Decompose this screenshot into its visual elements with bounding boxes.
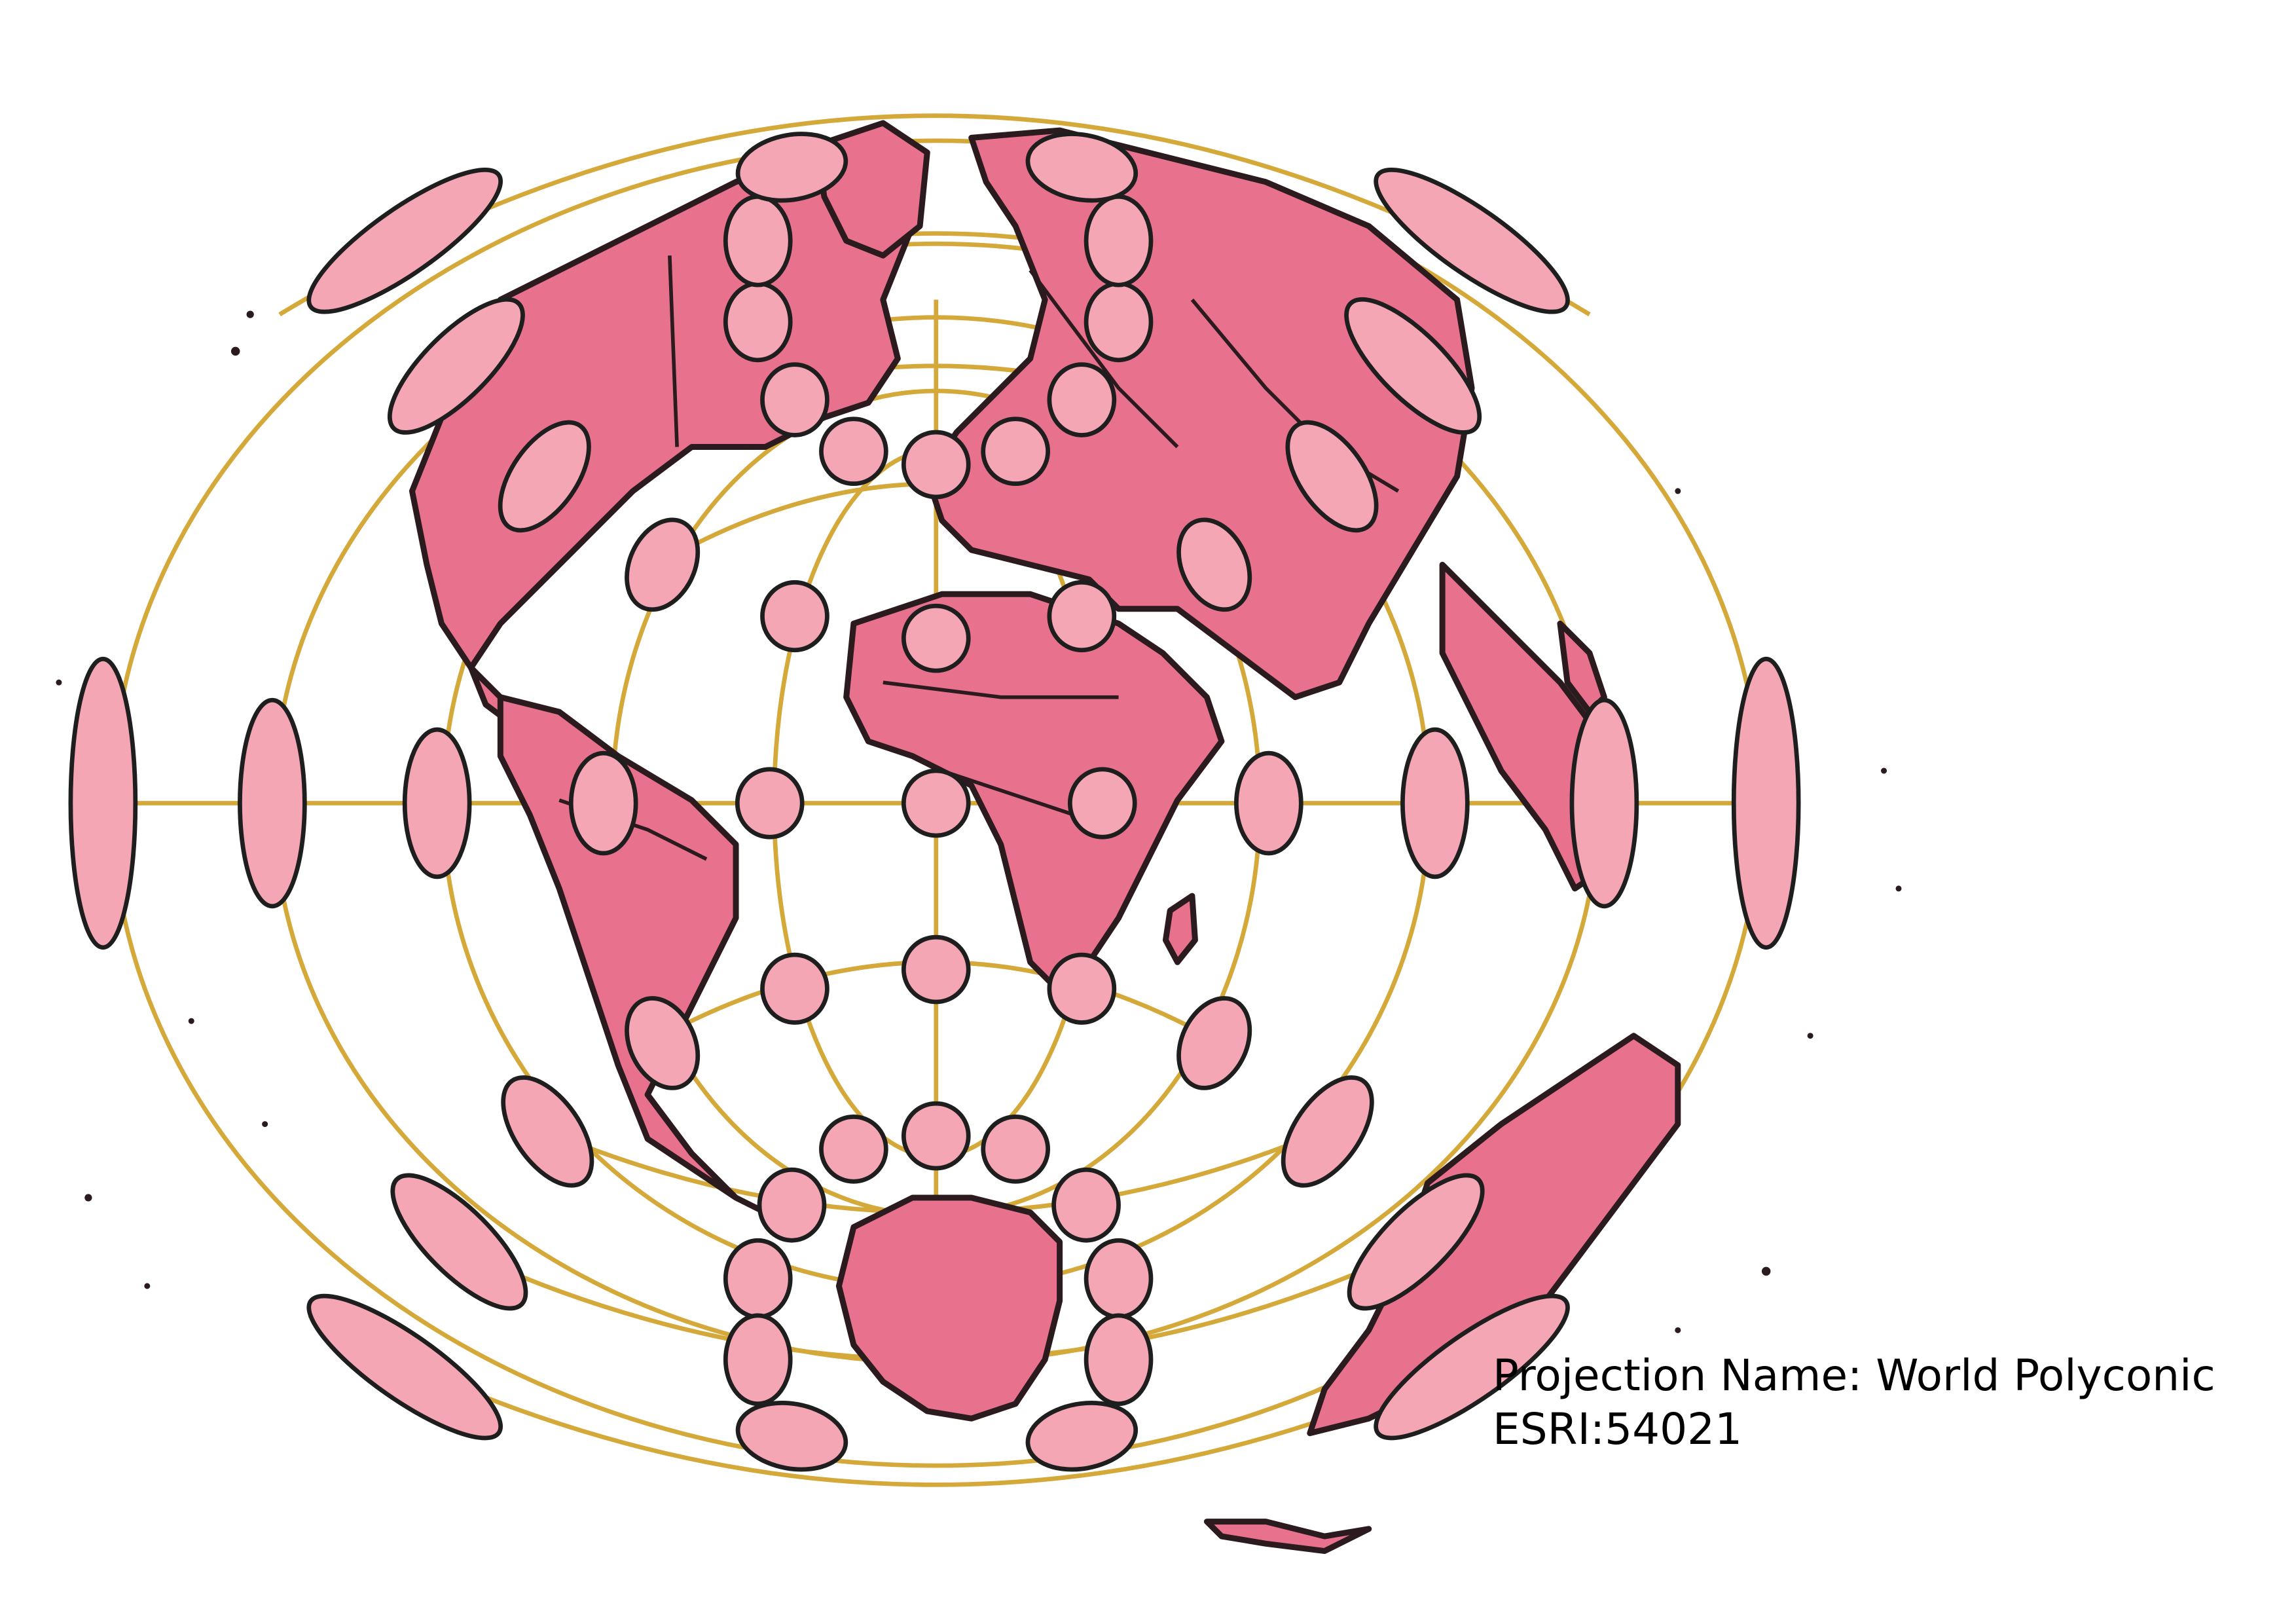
tissot-ellipse — [1400, 727, 1470, 879]
south-america — [497, 694, 769, 1215]
tissot-ellipse — [68, 656, 138, 950]
tissot-ellipse — [1281, 1075, 1374, 1188]
tissot-ellipse — [819, 1114, 888, 1184]
africa — [843, 591, 1225, 995]
tissot-ellipse — [901, 603, 971, 673]
tissot-ellipse — [238, 697, 307, 909]
tissot-ellipse — [1344, 297, 1482, 435]
new-zealand — [1203, 1519, 1372, 1555]
tissot-ellipse — [390, 1173, 528, 1311]
tissot-ellipse — [1051, 1167, 1121, 1243]
tissot-ellipse — [501, 1075, 594, 1188]
tissot-ellipse — [901, 934, 971, 1005]
tissot-ellipse — [1176, 996, 1252, 1090]
tissot-ellipse — [819, 416, 888, 487]
tissot-ellipse — [387, 297, 525, 435]
land-masses — [409, 120, 1681, 1555]
antarctica — [835, 1194, 1063, 1422]
tissot-ellipse — [1176, 517, 1252, 612]
tissot-ellipse — [981, 1114, 1051, 1184]
tissot-ellipse — [1374, 167, 1570, 314]
tissot-ellipse — [723, 1238, 793, 1320]
tissot-ellipse — [1025, 1401, 1139, 1472]
madagascar — [1162, 893, 1198, 965]
tissot-ellipse — [760, 952, 829, 1025]
tissot-ellipse — [901, 768, 971, 838]
tissot-ellipse — [981, 416, 1051, 487]
tissot-ellipse — [1569, 697, 1639, 909]
tissot-ellipse — [1047, 580, 1117, 653]
tissot-ellipse — [1084, 281, 1154, 363]
tissot-ellipse — [735, 132, 848, 203]
tissot-ellipse — [1084, 194, 1154, 287]
tissot-ellipse — [568, 750, 638, 856]
tissot-ellipse — [1234, 750, 1303, 856]
tissot-ellipse — [625, 517, 701, 612]
tissot-ellipse — [1084, 1313, 1154, 1407]
tissot-ellipse — [723, 281, 793, 363]
islands — [56, 310, 1902, 1333]
projection-name-label: Projection Name: World Polyconic — [1493, 1350, 2215, 1401]
tissot-indicatrices — [68, 132, 1801, 1472]
tissot-ellipse — [1025, 132, 1139, 203]
tissot-ellipse — [1731, 656, 1801, 950]
tissot-ellipse — [1374, 1293, 1570, 1441]
tissot-ellipse — [625, 996, 701, 1090]
tissot-ellipse — [1047, 952, 1117, 1025]
eurasia — [924, 127, 1475, 701]
tissot-ellipse — [901, 1101, 971, 1171]
tissot-ellipse — [1047, 362, 1117, 437]
tissot-ellipse — [1067, 767, 1137, 840]
tissot-ellipse — [1285, 420, 1379, 533]
tissot-ellipse — [760, 580, 829, 653]
tissot-ellipse — [723, 194, 793, 287]
tissot-ellipse — [402, 727, 472, 879]
projection-code-label: ESRI:54021 — [1493, 1404, 1743, 1454]
tissot-ellipse — [757, 1167, 827, 1243]
tissot-ellipse — [735, 767, 805, 840]
tissot-ellipse — [1084, 1238, 1154, 1320]
tissot-ellipse — [306, 1293, 503, 1441]
tissot-ellipse — [901, 430, 971, 500]
tissot-ellipse — [760, 362, 829, 437]
tissot-ellipse — [498, 420, 591, 533]
tissot-ellipse — [735, 1401, 848, 1472]
tissot-ellipse — [306, 167, 503, 314]
tissot-ellipse — [1347, 1173, 1485, 1311]
tissot-ellipse — [723, 1313, 793, 1407]
